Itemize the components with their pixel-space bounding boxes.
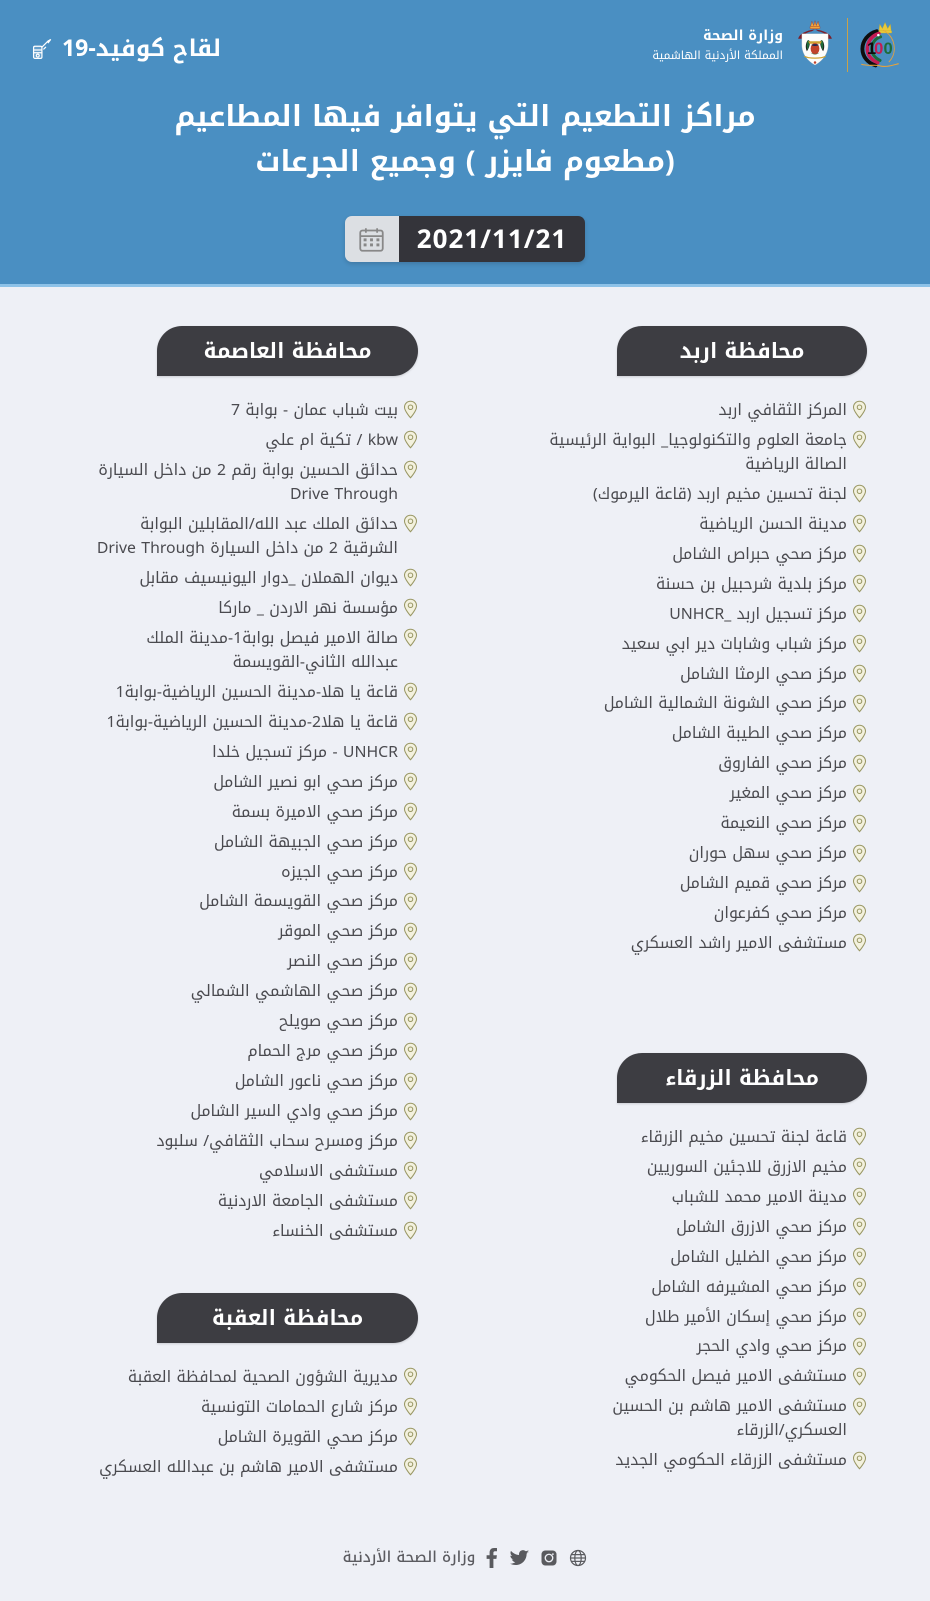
svg-text:0: 0 [883, 40, 892, 58]
svg-text:0: 0 [874, 40, 883, 58]
